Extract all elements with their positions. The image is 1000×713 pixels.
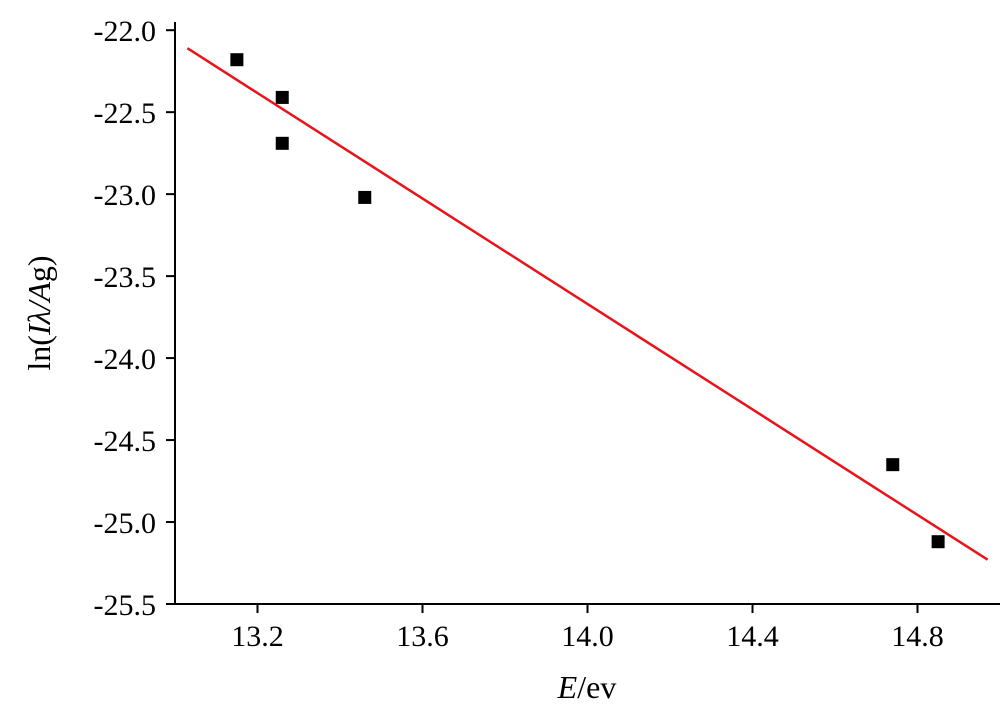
y-tick-label: -25.5 — [94, 589, 157, 622]
x-tick-label: 13.2 — [231, 620, 284, 653]
y-tick-label: -22.5 — [94, 97, 157, 130]
data-point — [275, 136, 289, 150]
tick-labels: 13.2 13.6 14.0 14.4 14.8 -22.0 -22.5 -23.0 -23.5… — [94, 15, 944, 653]
data-point — [275, 90, 289, 104]
axes — [174, 22, 1000, 605]
y-tick-label: -25.0 — [94, 507, 157, 540]
x-tick-label: 13.6 — [396, 620, 449, 653]
x-tick-label: 14.4 — [726, 620, 779, 653]
x-tick-label: 14.0 — [561, 620, 614, 653]
y-tick-label: -24.5 — [94, 425, 157, 458]
axis-ticks — [166, 29, 919, 613]
fit-line — [186, 47, 989, 561]
data-point — [886, 458, 900, 472]
y-tick-label: -22.0 — [94, 15, 157, 48]
data-point — [358, 190, 372, 204]
y-tick-label: -24.0 — [94, 343, 157, 376]
y-tick-label: -23.5 — [94, 261, 157, 294]
y-axis-title: ln(Iλ/Ag) — [21, 255, 57, 370]
data-point — [931, 535, 945, 549]
plot-area — [186, 47, 989, 561]
x-axis-title: E/ev — [557, 669, 617, 705]
y-tick-label: -23.0 — [94, 179, 157, 212]
data-point — [230, 53, 244, 67]
x-tick-label: 14.8 — [891, 620, 944, 653]
